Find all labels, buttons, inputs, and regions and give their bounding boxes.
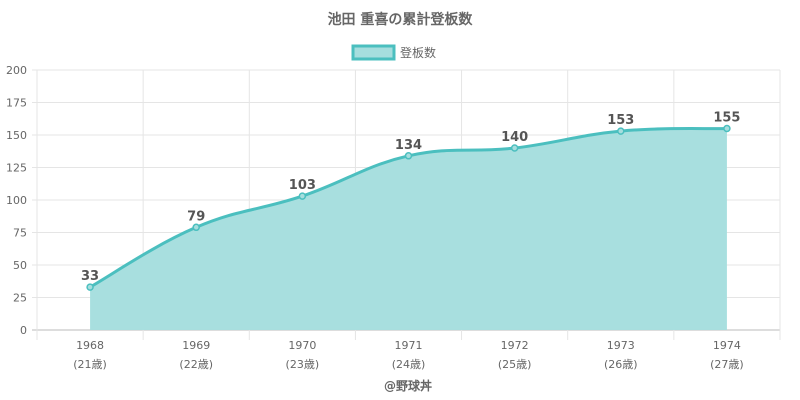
data-point xyxy=(510,144,519,152)
data-point xyxy=(192,223,200,232)
data-label: 155 xyxy=(713,111,740,126)
data-label: 153 xyxy=(607,113,634,128)
x-tick-label: 1968 xyxy=(76,339,104,352)
legend: 登板数 xyxy=(351,44,436,61)
x-tick-sublabel: (27歳) xyxy=(710,358,744,371)
data-point xyxy=(298,192,307,200)
data-point xyxy=(86,283,94,291)
x-tick-sublabel: (21歳) xyxy=(73,358,107,371)
legend-swatch xyxy=(351,44,396,61)
y-tick-label: 75 xyxy=(13,227,27,240)
chart-title: 池田 重喜の累計登板数 xyxy=(328,11,474,28)
y-tick-label: 0 xyxy=(20,324,27,337)
x-tick-sublabel: (24歳) xyxy=(392,358,426,371)
data-label: 79 xyxy=(187,209,205,224)
data-point xyxy=(617,127,625,135)
x-tick-label: 1969 xyxy=(182,339,210,352)
data-point xyxy=(723,124,731,133)
x-tick-label: 1971 xyxy=(395,339,423,352)
x-tick-label: 1970 xyxy=(288,339,316,352)
y-tick-label: 150 xyxy=(6,129,27,142)
x-tick-sublabel: (26歳) xyxy=(604,358,638,371)
x-tick-sublabel: (23歳) xyxy=(286,358,320,371)
y-tick-label: 200 xyxy=(6,64,27,77)
y-tick-label: 50 xyxy=(13,259,27,272)
footer-credit: @野球丼 xyxy=(384,378,432,393)
y-tick-label: 100 xyxy=(6,194,27,207)
data-label: 103 xyxy=(289,178,316,193)
x-tick-label: 1974 xyxy=(713,339,741,352)
data-label: 134 xyxy=(395,138,422,153)
x-tick-label: 1973 xyxy=(607,339,635,352)
y-tick-label: 125 xyxy=(6,162,27,175)
data-label: 140 xyxy=(501,130,528,145)
y-tick-label: 175 xyxy=(6,97,27,110)
x-tick-sublabel: (22歳) xyxy=(179,358,213,371)
x-tick-label: 1972 xyxy=(501,339,529,352)
data-label: 33 xyxy=(81,269,99,284)
data-point xyxy=(404,152,413,160)
legend-label: 登板数 xyxy=(400,45,436,60)
x-tick-sublabel: (25歳) xyxy=(498,358,532,371)
y-tick-label: 25 xyxy=(13,292,27,305)
series-area xyxy=(90,128,727,330)
